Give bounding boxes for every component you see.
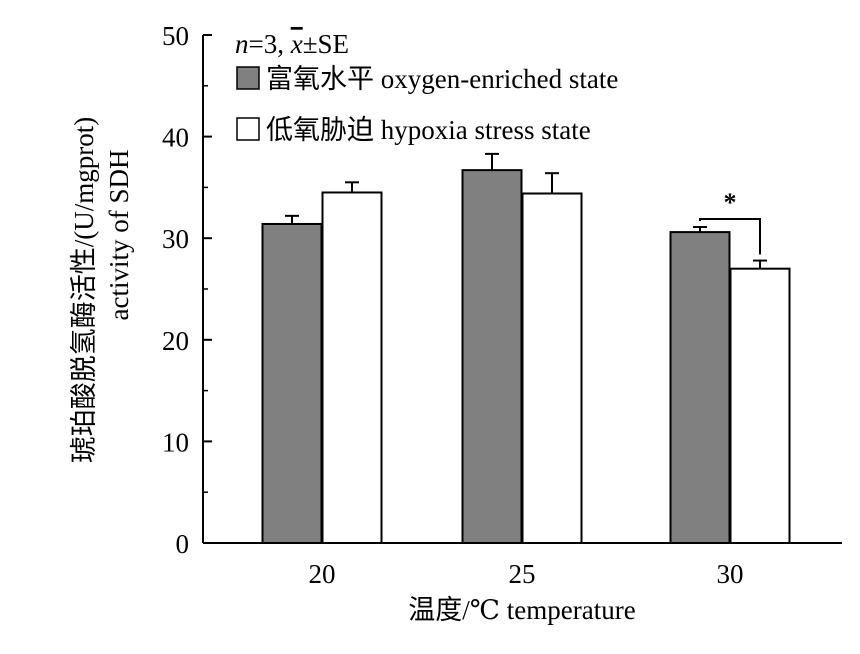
- y-tick-label: 20: [162, 326, 189, 356]
- significance-bracket: *: [699, 188, 761, 255]
- stat-se: ±SE: [303, 29, 349, 59]
- y-axis-title-line2: activity of SDH: [104, 150, 134, 321]
- legend: 富氧水平 oxygen-enriched state 低氧胁迫 hypoxia …: [236, 64, 618, 145]
- y-axis-ticks: 0 10 20 30 40 50: [162, 21, 212, 559]
- y-tick-label: 0: [176, 529, 190, 559]
- y-tick-label: 10: [162, 427, 189, 457]
- y-axis-title-line1: 琥珀酸脱氢酶活性/(U/mgprot): [69, 117, 99, 463]
- x-tick-label: 20: [309, 559, 336, 589]
- stat-annotation: n=3, x±SE: [235, 29, 349, 59]
- bar: [321, 191, 383, 544]
- y-tick-label: 30: [162, 224, 189, 254]
- legend-label-oxygen-enriched: 富氧水平 oxygen-enriched state: [266, 64, 618, 94]
- legend-swatch-hypoxia: [236, 117, 260, 141]
- bar: [729, 267, 791, 544]
- significance-line: [699, 218, 761, 255]
- legend-swatch-oxygen-enriched: [236, 66, 260, 90]
- bar: [261, 222, 323, 544]
- y-axis-title: 琥珀酸脱氢酶活性/(U/mgprot) activity of SDH: [69, 117, 134, 463]
- x-tick-label: 30: [717, 559, 744, 589]
- bar: [521, 192, 583, 544]
- y-tick-label: 50: [162, 21, 189, 51]
- stat-n-symbol: n: [235, 29, 249, 59]
- error-bars: [285, 152, 767, 269]
- bar-series: [261, 169, 791, 545]
- bar: [669, 231, 731, 544]
- significance-label: *: [724, 188, 737, 217]
- x-axis-ticks: 20 25 30: [309, 559, 744, 589]
- x-tick-label: 25: [509, 559, 536, 589]
- stat-mean-symbol: x: [290, 29, 303, 59]
- y-tick-label: 40: [162, 123, 189, 153]
- legend-label-hypoxia: 低氧胁迫 hypoxia stress state: [266, 115, 591, 145]
- stat-n-value: =3,: [249, 29, 291, 59]
- x-axis-title: 温度/℃ temperature: [408, 595, 635, 625]
- bar: [461, 169, 523, 545]
